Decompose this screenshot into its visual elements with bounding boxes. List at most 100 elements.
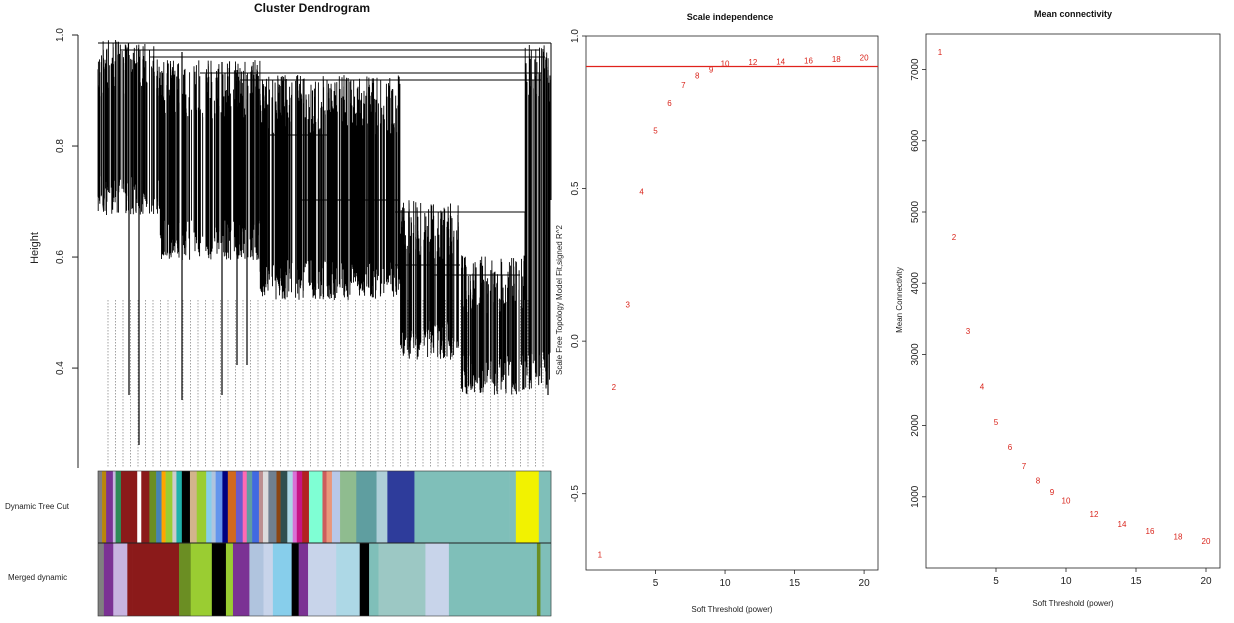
color-band-dynamic-tree-cut: [308, 471, 323, 543]
mean-connectivity-axes: 5 10 15 20 1000 2000 3000 4000 5000 6000 7000: [910, 58, 1212, 587]
color-band-dynamic-tree-cut: [242, 471, 248, 543]
color-band-merged-dynamic: [263, 543, 274, 616]
scale-independence-point-label: 9: [709, 66, 714, 75]
mean-connectivity-plot-box: [925, 33, 1221, 569]
color-band-dynamic-tree-cut: [280, 471, 288, 543]
color-band-merged-dynamic: [98, 543, 105, 616]
color-band-dynamic-tree-cut: [120, 471, 138, 543]
scale-independence-point-label: 16: [804, 56, 813, 65]
color-band-dynamic-tree-cut: [515, 471, 540, 543]
color-band-dynamic-tree-cut: [509, 471, 517, 543]
scale-independence-point-label: 4: [639, 188, 644, 197]
color-band-dynamic-tree-cut: [262, 471, 269, 543]
color-band-merged-dynamic: [225, 543, 234, 616]
dendrogram-y-label: Height: [29, 232, 41, 264]
scale-independence-title: Scale independence: [687, 12, 774, 22]
scale-independence-panel: Scale independence Scale Free Topology M…: [555, 12, 879, 614]
color-band-merged-dynamic: [536, 543, 541, 616]
mean-connectivity-x-tick-label: 5: [993, 576, 999, 587]
color-band-merged-dynamic: [540, 543, 552, 616]
color-band-merged-dynamic: [378, 543, 426, 616]
scale-independence-point-label: 5: [653, 127, 658, 136]
mean-connectivity-point-label: 14: [1118, 520, 1127, 529]
color-band-merged-dynamic: [336, 543, 361, 616]
color-band-dynamic-tree-cut: [112, 471, 116, 543]
color-band-dynamic-tree-cut: [176, 471, 183, 543]
color-band-merged-dynamic: [190, 543, 213, 616]
mean-connectivity-title: Mean connectivity: [1034, 9, 1112, 19]
mean-connectivity-point-label: 18: [1174, 533, 1183, 542]
mean-connectivity-y-tick-label: 4000: [910, 272, 921, 295]
color-band-dynamic-tree-cut: [211, 471, 216, 543]
color-band-merged-dynamic: [178, 543, 192, 616]
dendrogram-y-tick-label: 0.4: [55, 361, 66, 375]
color-row-merged-dynamic: [98, 543, 552, 616]
color-band-merged-dynamic: [272, 543, 292, 616]
dendrogram-y-ticks: 0.4 0.6 0.8 1.0: [55, 28, 78, 375]
scale-independence-x-tick-label: 5: [653, 578, 659, 589]
mean-connectivity-point-label: 20: [1202, 537, 1211, 546]
scale-independence-axes: 5 10 15 20-0.50.00.51.0: [570, 29, 878, 589]
scale-independence-y-tick-label: 0.0: [570, 334, 581, 348]
scale-independence-x-tick-label: 15: [789, 578, 801, 589]
color-row-dynamic-tree-cut: [98, 471, 552, 543]
color-band-dynamic-tree-cut: [356, 471, 377, 543]
color-band-dynamic-tree-cut: [196, 471, 207, 543]
color-band-dynamic-tree-cut: [106, 471, 114, 543]
mean-connectivity-point-label: 16: [1146, 527, 1155, 536]
mean-connectivity-point-label: 4: [980, 382, 985, 391]
mean-connectivity-y-label: Mean Connectivity: [895, 267, 904, 333]
scale-independence-point-label: 14: [776, 57, 785, 66]
scale-independence-point-label: 6: [667, 99, 672, 108]
color-band-dynamic-tree-cut: [302, 471, 310, 543]
color-band-merged-dynamic: [232, 543, 250, 616]
color-band-dynamic-tree-cut: [102, 471, 107, 543]
scale-independence-x-tick-label: 20: [859, 578, 871, 589]
color-row-label-dynamic-tree-cut: Dynamic Tree Cut: [5, 502, 70, 511]
mean-connectivity-panel: Mean connectivity Mean Connectivity Soft…: [895, 9, 1221, 608]
mean-connectivity-y-tick-label: 5000: [910, 200, 921, 223]
scale-independence-plot-box: [585, 35, 879, 571]
color-band-dynamic-tree-cut: [258, 471, 264, 543]
color-band-merged-dynamic: [448, 543, 532, 616]
color-band-merged-dynamic: [359, 543, 370, 616]
mean-connectivity-point-label: 2: [952, 233, 957, 242]
mean-connectivity-x-tick-label: 15: [1130, 576, 1142, 587]
color-band-dynamic-tree-cut: [340, 471, 357, 543]
mean-connectivity-y-tick-label: 1000: [910, 485, 921, 508]
mean-connectivity-point-label: 3: [966, 327, 971, 336]
mean-connectivity-point-label: 9: [1050, 488, 1055, 497]
mean-connectivity-y-tick-label: 6000: [910, 129, 921, 152]
mean-connectivity-point-label: 6: [1008, 443, 1013, 452]
color-band-merged-dynamic: [211, 543, 227, 616]
scale-independence-y-tick-label: -0.5: [570, 485, 581, 503]
color-band-dynamic-tree-cut: [161, 471, 166, 543]
dendrogram-y-tick-label: 1.0: [55, 28, 66, 42]
color-band-dynamic-tree-cut: [172, 471, 177, 543]
color-band-dynamic-tree-cut: [276, 471, 281, 543]
color-band-dynamic-tree-cut: [181, 471, 191, 543]
scale-independence-point-label: 20: [860, 53, 869, 62]
color-band-dynamic-tree-cut: [98, 471, 103, 543]
color-band-dynamic-tree-cut: [115, 471, 122, 543]
mean-connectivity-x-label: Soft Threshold (power): [1032, 599, 1114, 608]
color-band-dynamic-tree-cut: [387, 471, 415, 543]
scale-independence-point-label: 2: [612, 383, 617, 392]
color-band-dynamic-tree-cut: [296, 471, 303, 543]
scale-independence-point-label: 7: [681, 81, 686, 90]
mean-connectivity-point-label: 10: [1062, 496, 1071, 505]
color-band-merged-dynamic: [127, 543, 133, 616]
scale-independence-y-label: Scale Free Topology Model Fit,signed R^2: [555, 224, 564, 374]
color-band-merged-dynamic: [308, 543, 337, 616]
color-band-merged-dynamic: [113, 543, 128, 616]
color-band-dynamic-tree-cut: [235, 471, 243, 543]
scale-independence-point-label: 3: [625, 301, 630, 310]
scale-independence-point-label: 8: [695, 72, 700, 81]
color-band-merged-dynamic: [425, 543, 450, 616]
mean-connectivity-point-label: 7: [1022, 462, 1027, 471]
color-row-label-merged-dynamic: Merged dynamic: [8, 573, 67, 582]
mean-connectivity-y-tick-label: 7000: [910, 58, 921, 81]
scale-independence-y-tick-label: 0.5: [570, 181, 581, 195]
color-band-dynamic-tree-cut: [331, 471, 341, 543]
